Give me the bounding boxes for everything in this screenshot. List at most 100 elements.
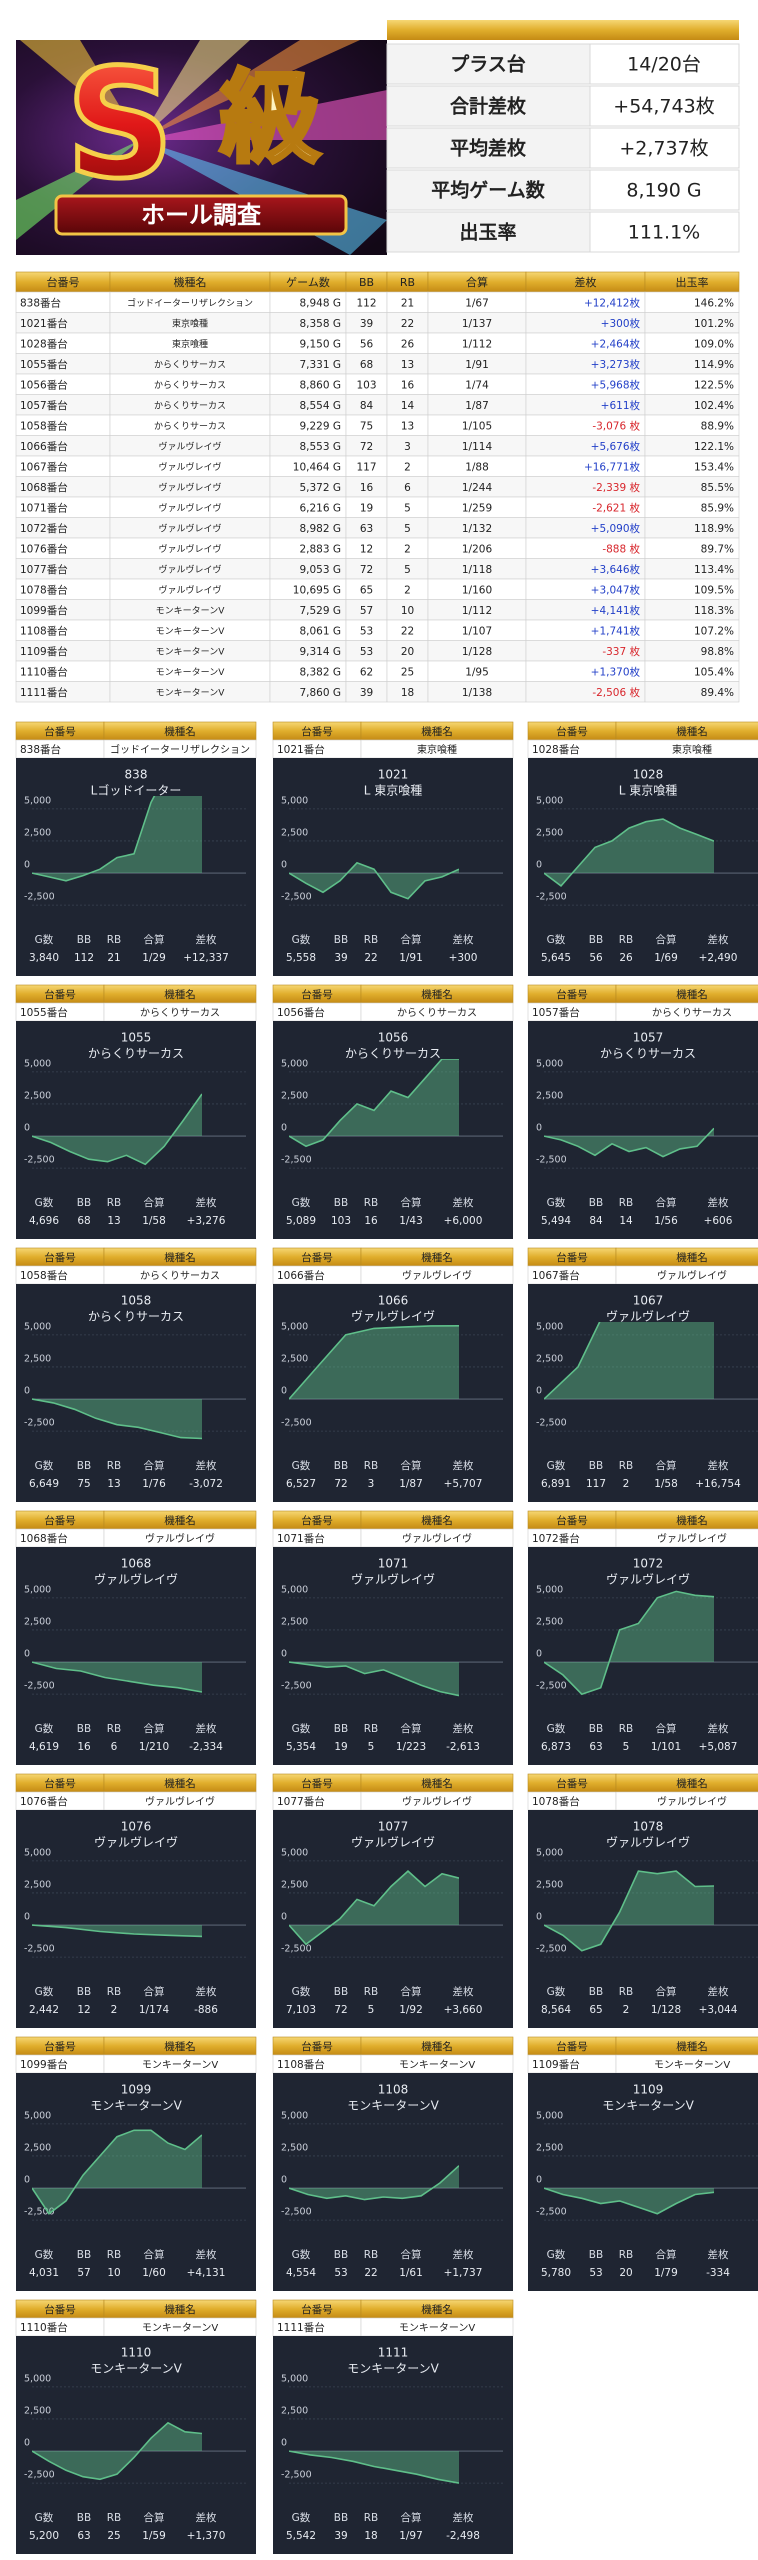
chart-subtitle: L 東京喰種	[364, 784, 423, 798]
chart-card: 台番号1076番台機種名ヴァルヴレイヴ1076ヴァルヴレイヴ5,0002,500…	[15, 1773, 257, 2028]
chart-title: 1071	[378, 1557, 409, 1571]
table-cell-text: 88.9%	[701, 420, 734, 432]
stat-label: G数	[292, 1196, 311, 1209]
line	[544, 818, 714, 887]
stat-label: 差枚	[196, 2511, 217, 2524]
stat-label: BB	[77, 1197, 91, 1209]
table-cell-text: 107.2%	[694, 625, 734, 637]
card-machine: 1109番台	[532, 2058, 580, 2071]
line	[32, 2421, 202, 2481]
stat-value: 2	[623, 1478, 630, 1490]
y-tick-label: -2,500	[24, 892, 55, 903]
table-cell-text: 7,860 G	[299, 687, 341, 699]
stat-label: 合算	[401, 2248, 422, 2261]
stat-label: BB	[334, 934, 348, 946]
stat-value: 14	[619, 1215, 633, 1227]
chart-subtitle: ヴァルヴレイヴ	[94, 1572, 178, 1587]
y-tick-label: -2,500	[281, 2470, 312, 2481]
y-tick-label: 0	[24, 2175, 30, 2186]
y-tick-label: 2,500	[24, 1879, 51, 1890]
chart-panel	[273, 1284, 513, 1502]
card-header: 機種名	[164, 1777, 196, 1790]
stat-label: RB	[364, 1986, 379, 1998]
table-cell-text: 10,464 G	[293, 461, 341, 473]
summary-label: 平均差枚	[450, 137, 527, 160]
card-header: 台番号	[556, 2040, 588, 2053]
stat-value: 6,527	[286, 1478, 316, 1490]
stat-value: 4,619	[29, 1741, 59, 1753]
stat-value: 1/29	[142, 952, 166, 964]
stat-label: G数	[547, 1722, 566, 1735]
summary-bar	[387, 20, 739, 40]
chart-panel	[528, 758, 758, 976]
stat-label: 差枚	[453, 1985, 474, 1998]
card-machine: 1078番台	[532, 1795, 580, 1808]
stat-label: G数	[292, 1985, 311, 1998]
banner-ribbon	[54, 194, 348, 236]
stat-value: 25	[107, 2530, 120, 2542]
card-header: 機種名	[676, 2040, 708, 2053]
table-cell-text: 114.9%	[694, 359, 734, 371]
chart-subtitle: ヴァルヴレイヴ	[606, 1572, 690, 1587]
stat-label: G数	[547, 1459, 566, 1472]
stat-label: BB	[589, 1723, 603, 1735]
summary-value: 8,190 G	[626, 180, 701, 202]
line	[289, 1870, 459, 1946]
y-tick-label: 5,000	[281, 2110, 308, 2121]
stat-value: 112	[74, 952, 94, 964]
stat-label: RB	[107, 1197, 122, 1209]
stat-value: +5,707	[444, 1478, 483, 1490]
chart-title: 1068	[121, 1557, 152, 1571]
stat-value: 1/223	[396, 1741, 426, 1753]
chart-panel	[528, 1021, 758, 1239]
chart-subtitle: モンキーターンV	[347, 2099, 439, 2113]
area	[32, 1094, 202, 1165]
stat-value: 4,554	[286, 2267, 316, 2279]
y-tick-label: 0	[536, 1123, 542, 1134]
stat-label: 差枚	[453, 933, 474, 946]
chart-card: 台番号1078番台機種名ヴァルヴレイヴ1078ヴァルヴレイヴ5,0002,500…	[527, 1773, 758, 2028]
stat-label: 合算	[656, 2248, 677, 2261]
card-header: 台番号	[556, 1251, 588, 1264]
y-tick-label: -2,500	[536, 2207, 567, 2218]
card-header: 台番号	[44, 1514, 76, 1527]
line	[544, 1322, 601, 1400]
table-cell-text: +1,741枚	[591, 624, 641, 637]
stat-label: RB	[107, 1986, 122, 1998]
table-cell-text: ヴァルヴレイヴ	[158, 522, 221, 534]
stat-value: 10	[107, 2267, 120, 2279]
y-tick-label: 2,500	[281, 1090, 308, 1101]
table-cell-text: 1108番台	[20, 624, 68, 637]
table-cell-text: 20	[401, 646, 414, 658]
table-cell-text: 14	[401, 400, 415, 412]
chart-panel	[273, 2336, 513, 2554]
summary-value-cell	[589, 43, 740, 85]
stat-value: 5,354	[286, 1741, 316, 1753]
card-header: 機種名	[421, 2303, 453, 2316]
y-tick-label: 0	[281, 2438, 287, 2449]
y-tick-label: 2,500	[536, 827, 563, 838]
table-cell-text: 1/67	[465, 297, 489, 309]
area	[32, 2130, 202, 2214]
table-cell-text: からくりサーカス	[154, 421, 226, 432]
y-tick-label: 5,000	[281, 1321, 308, 1332]
stat-label: BB	[589, 1197, 603, 1209]
stat-label: 合算	[656, 1985, 677, 1998]
line	[544, 1870, 714, 1952]
table-cell-text: 5	[404, 502, 411, 514]
table-cell-text: +300枚	[601, 317, 641, 330]
card-machine: 1067番台	[532, 1269, 580, 1282]
table-cell-text: 9,053 G	[299, 564, 341, 576]
stat-label: RB	[107, 2512, 122, 2524]
table-cell-text: 1055番台	[20, 358, 68, 371]
table-cell-text: 8,948 G	[299, 297, 341, 309]
chart-panel	[528, 2073, 758, 2291]
chart-title: 1057	[633, 1031, 664, 1045]
y-tick-label: 0	[24, 1912, 30, 1923]
chart-panel	[273, 1021, 513, 1239]
stat-value: 12	[77, 2004, 90, 2016]
stat-label: 差枚	[708, 1722, 729, 1735]
table-header: RB	[400, 276, 415, 289]
y-tick-label: 2,500	[281, 827, 308, 838]
